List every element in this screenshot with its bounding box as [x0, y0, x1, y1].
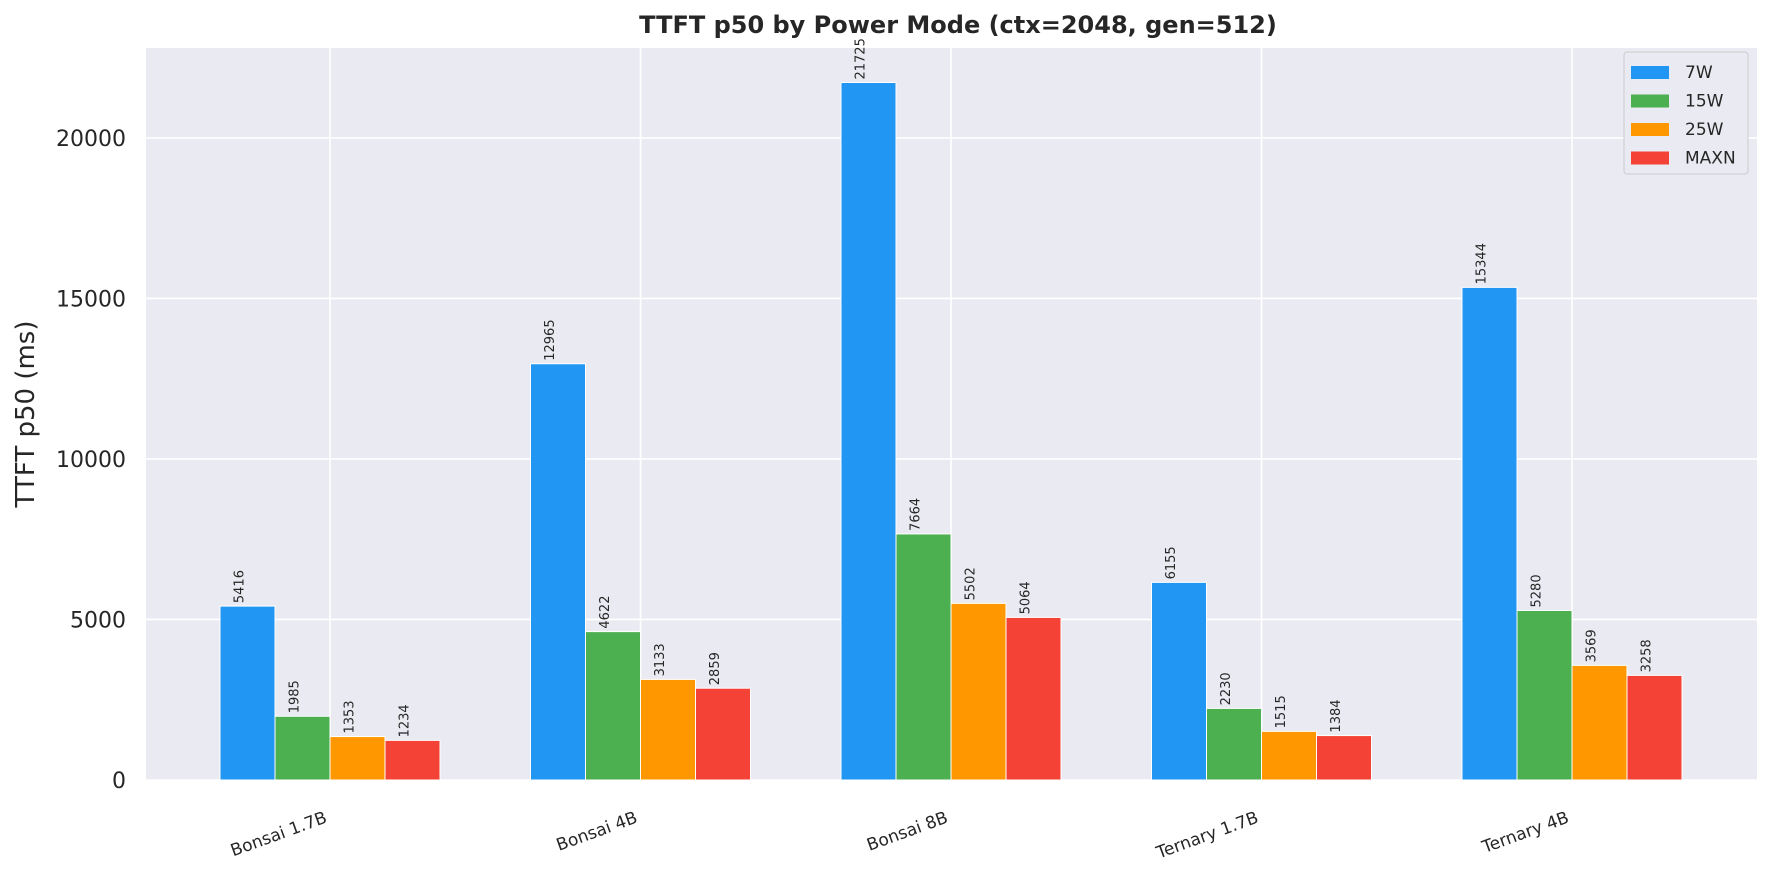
legend-label: MAXN: [1685, 149, 1736, 169]
data-label: 3133: [653, 643, 668, 676]
bar-maxn-2: [695, 687, 751, 781]
bar-15w-2: [585, 631, 641, 781]
bar-15w-1: [274, 715, 331, 781]
data-label: 2230: [1219, 672, 1234, 705]
y-tick-label: 15000: [56, 287, 126, 312]
bar-7w-4: [1151, 581, 1207, 781]
x-tick-label: Bonsai 4B: [554, 808, 640, 856]
legend-swatch: [1631, 123, 1669, 136]
bar-25w-2: [640, 678, 696, 781]
data-label: 1515: [1274, 695, 1289, 728]
bar-25w-1: [329, 736, 386, 781]
data-labels: 5416 12965 21725 6155 15344 1985 4622 7664 2230 5…: [233, 38, 1655, 737]
legend-box: [1623, 51, 1749, 175]
data-label: 2859: [708, 652, 723, 685]
bar-15w-4: [1206, 707, 1262, 781]
data-label: 5280: [1530, 574, 1545, 607]
y-axis-label: TTFT p50 (ms): [11, 321, 41, 509]
y-tick-label: 20000: [56, 127, 126, 152]
legend: 7W 15W 25W MAXN: [1623, 51, 1749, 175]
bar-25w-3: [950, 602, 1007, 781]
x-tick-label: Ternary 4B: [1479, 808, 1572, 858]
legend-label: 25W: [1685, 120, 1724, 140]
y-tick-label: 5000: [70, 608, 126, 633]
data-label: 7664: [909, 498, 924, 531]
data-label: 4622: [598, 596, 613, 629]
bar-25w-5: [1571, 664, 1628, 781]
bar-7w-1: [219, 605, 276, 781]
x-axis-ticks: Bonsai 1.7B Bonsai 4B Bonsai 8B Ternary 1.7…: [228, 808, 1572, 864]
data-label: 1234: [398, 704, 413, 737]
bar-7w-3: [840, 82, 897, 781]
data-label: 21725: [854, 38, 869, 79]
y-tick-label: 0: [112, 769, 126, 794]
data-label: 1985: [288, 680, 303, 713]
data-label: 15344: [1475, 243, 1490, 284]
bar-7w-5: [1461, 286, 1518, 781]
bar-maxn-1: [384, 739, 441, 781]
data-label: 1384: [1329, 699, 1344, 732]
data-label: 5502: [964, 567, 979, 600]
legend-swatch: [1631, 94, 1669, 108]
data-label: 1353: [343, 700, 358, 733]
bar-15w-3: [895, 533, 952, 781]
legend-label: 7W: [1685, 63, 1713, 83]
bar-15w-5: [1516, 609, 1573, 781]
legend-swatch: [1631, 66, 1669, 79]
x-tick-label: Ternary 1.7B: [1153, 808, 1261, 864]
y-axis-ticks: 0 5000 10000 15000 20000: [56, 127, 126, 794]
data-label: 3258: [1640, 639, 1655, 672]
x-tick-label: Bonsai 1.7B: [228, 808, 330, 861]
bar-maxn-5: [1626, 674, 1683, 781]
x-tick-label: Bonsai 8B: [864, 808, 950, 856]
bar-maxn-4: [1316, 735, 1372, 781]
chart-title: TTFT p50 by Power Mode (ctx=2048, gen=51…: [639, 11, 1277, 39]
bars: [219, 82, 1683, 781]
legend-swatch: [1631, 151, 1669, 165]
bar-7w-2: [530, 363, 586, 781]
data-label: 12965: [543, 319, 558, 360]
data-label: 5064: [1019, 581, 1034, 614]
bar-25w-4: [1261, 730, 1317, 781]
y-tick-label: 10000: [56, 448, 126, 473]
data-label: 3569: [1585, 629, 1600, 662]
data-label: 6155: [1164, 546, 1179, 579]
data-label: 5416: [233, 570, 248, 603]
bar-maxn-3: [1005, 616, 1062, 781]
legend-label: 15W: [1685, 92, 1724, 112]
